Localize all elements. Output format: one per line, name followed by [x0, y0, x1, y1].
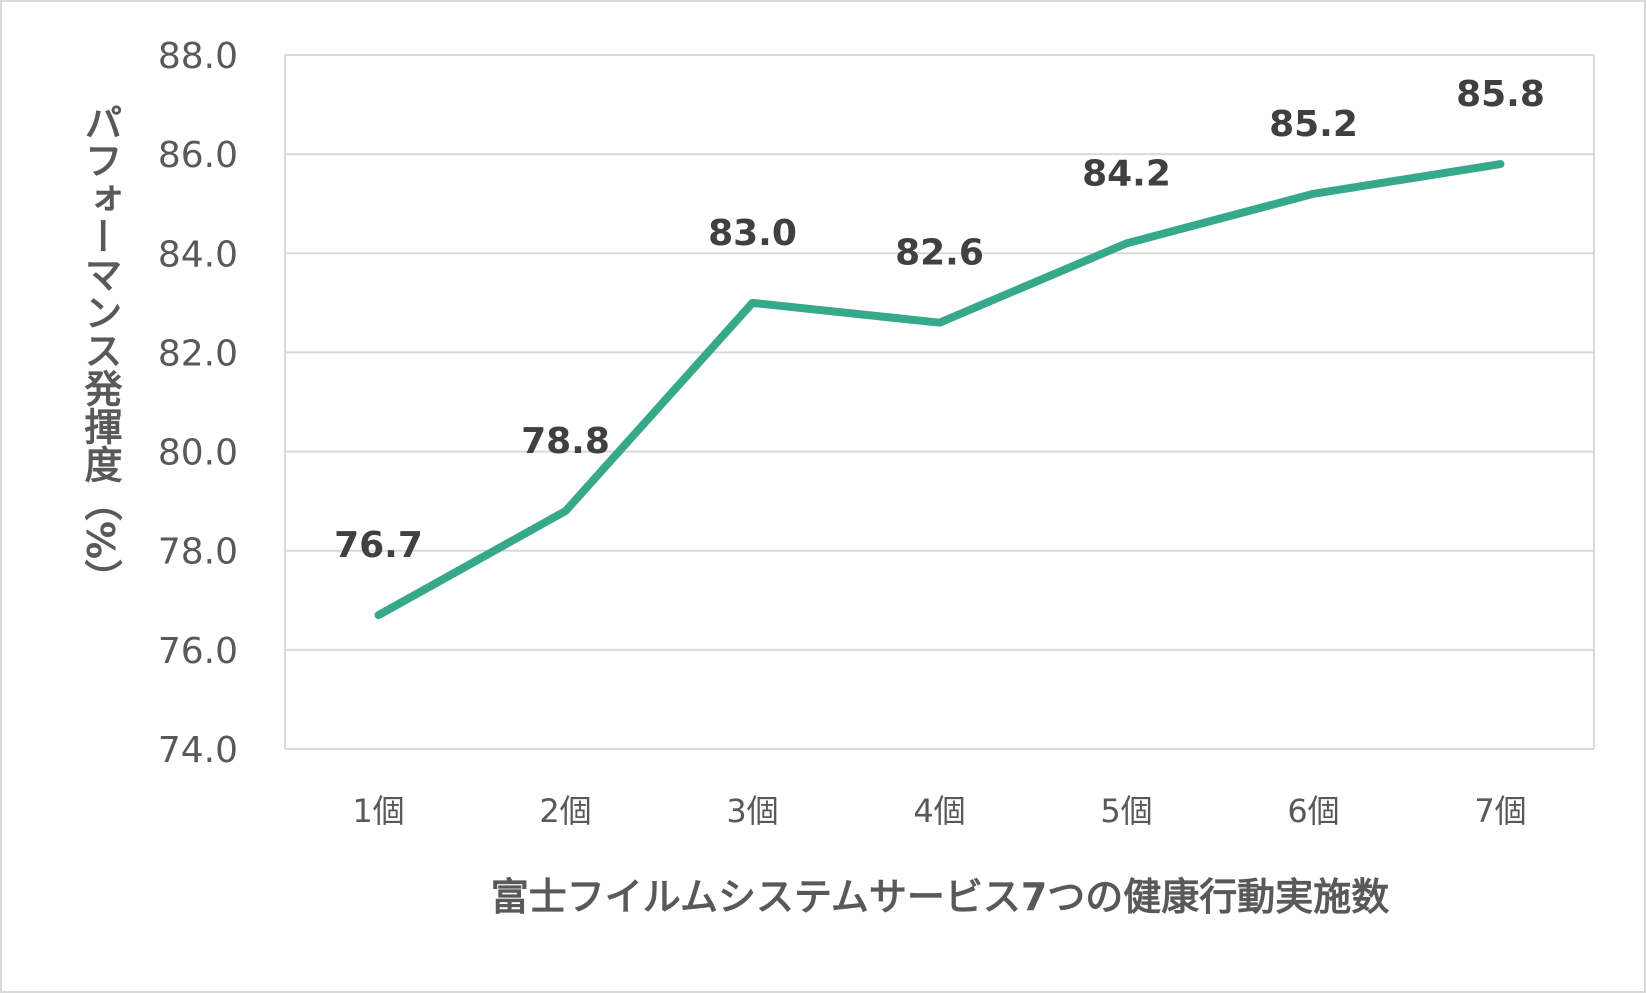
y-tick-label: 78.0 — [158, 532, 238, 573]
x-tick-label: 5個 — [1100, 792, 1152, 830]
y-tick-label: 76.0 — [158, 631, 238, 672]
data-label: 82.6 — [895, 233, 984, 274]
x-tick-label: 7個 — [1474, 792, 1526, 830]
data-label: 85.8 — [1456, 74, 1545, 115]
x-tick-label: 6個 — [1287, 792, 1339, 830]
y-tick-label: 80.0 — [158, 433, 238, 474]
y-axis-title: パフォーマンス発揮度（%） — [78, 103, 122, 597]
data-label: 83.0 — [708, 213, 797, 254]
y-tick-label: 82.0 — [158, 333, 238, 374]
data-label: 76.7 — [334, 525, 423, 566]
data-label: 84.2 — [1082, 153, 1171, 194]
x-tick-label: 1個 — [352, 792, 404, 830]
y-tick-label: 88.0 — [158, 36, 238, 77]
y-tick-label: 86.0 — [158, 135, 238, 176]
y-tick-label: 84.0 — [158, 234, 238, 275]
x-axis-title: 富士フイルムシステムサービス7つの健康行動実施数 — [491, 875, 1390, 919]
x-tick-label: 2個 — [539, 792, 591, 830]
x-tick-label: 3個 — [726, 792, 778, 830]
data-label: 85.2 — [1269, 104, 1358, 145]
data-label: 78.8 — [521, 421, 610, 462]
x-tick-label: 4個 — [913, 792, 965, 830]
y-tick-label: 74.0 — [158, 730, 238, 771]
